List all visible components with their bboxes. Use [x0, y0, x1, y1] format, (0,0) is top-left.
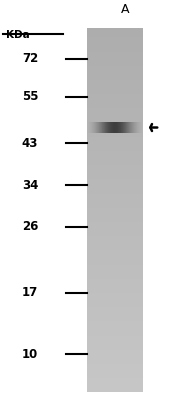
Text: 17: 17 — [22, 286, 38, 299]
Text: 10: 10 — [22, 348, 38, 361]
Text: A: A — [121, 3, 129, 16]
Text: 26: 26 — [22, 220, 38, 234]
Text: 43: 43 — [22, 137, 38, 150]
Text: KDa: KDa — [6, 30, 29, 40]
Text: 34: 34 — [22, 179, 38, 192]
Text: 72: 72 — [22, 52, 38, 65]
Text: 55: 55 — [22, 90, 38, 103]
